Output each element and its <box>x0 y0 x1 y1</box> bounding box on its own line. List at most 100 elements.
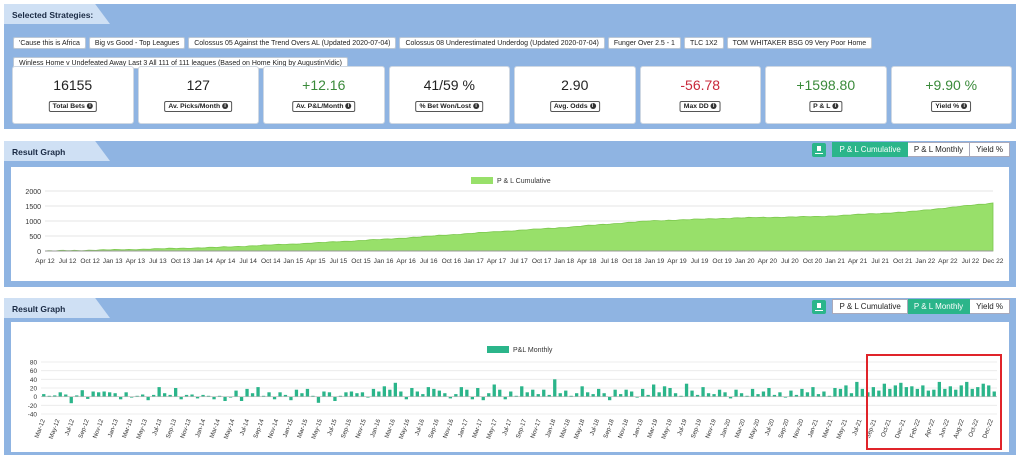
x-tick-label: Apr 14 <box>216 258 236 265</box>
monthly-bar <box>223 396 227 401</box>
tab-pl-cumulative[interactable]: P & L Cumulative <box>832 142 908 157</box>
strategy-chip[interactable]: Colossus 08 Underestimated Underdog (Upd… <box>399 37 605 49</box>
monthly-bar <box>108 392 112 397</box>
monthly-bar <box>750 388 755 397</box>
x-tick-label: Jul-20 <box>764 418 777 437</box>
x-tick-label: Jan-20 <box>719 418 732 439</box>
x-tick-label: Nov-18 <box>617 418 631 440</box>
info-icon[interactable]: i <box>589 103 596 110</box>
info-icon[interactable]: i <box>222 103 229 110</box>
monthly-bar <box>838 388 843 397</box>
monthly-bar <box>855 381 859 397</box>
tab-pl-cumulative[interactable]: P & L Cumulative <box>832 299 908 314</box>
strategy-chip[interactable]: TOM WHITAKER BSG 09 Very Poor Home <box>726 37 873 49</box>
x-tick-label: Jan 22 <box>915 258 935 265</box>
monthly-bar <box>833 388 837 397</box>
monthly-bar <box>822 391 826 397</box>
stat-label-text: Avg. Odds <box>553 103 588 110</box>
monthly-bar <box>305 388 310 397</box>
x-tick-label: Jul 20 <box>781 258 799 265</box>
tab-pl-monthly[interactable]: P & L Monthly <box>907 299 971 314</box>
strategy-chip[interactable]: Colossus 05 Against the Trend Overs AL (… <box>188 37 397 49</box>
stat-label[interactable]: Av. P&L/Month i <box>291 101 356 112</box>
monthly-bar <box>904 387 908 397</box>
x-tick-label: Sep-15 <box>340 418 354 440</box>
x-tick-label: May-17 <box>485 418 499 440</box>
monthly-bar <box>465 389 469 397</box>
strategy-chip[interactable]: Big vs Good - Top Leagues <box>88 37 186 49</box>
monthly-bar <box>206 395 211 397</box>
strategy-chip[interactable]: TLC 1X2 <box>683 37 724 49</box>
monthly-bar <box>778 392 782 397</box>
monthly-bar <box>476 388 480 397</box>
legend-label: P & L Cumulative <box>497 178 551 185</box>
tab-pl-monthly[interactable]: P & L Monthly <box>907 142 971 157</box>
stat-label[interactable]: Avg. Odds i <box>549 101 600 112</box>
monthly-bar <box>64 394 68 397</box>
x-tick-label: Apr 20 <box>758 258 778 265</box>
info-icon[interactable]: i <box>473 103 480 110</box>
monthly-bar <box>624 389 628 397</box>
info-icon[interactable]: i <box>86 103 93 110</box>
monthly-bar <box>564 390 568 397</box>
x-tick-label: Jan 13 <box>103 258 123 265</box>
x-tick-label: Apr 22 <box>938 258 958 265</box>
monthly-bar <box>976 387 980 397</box>
x-tick-label: Mar-20 <box>734 418 747 439</box>
x-tick-label: Jul 15 <box>330 258 348 265</box>
legend-swatch <box>487 346 509 353</box>
info-icon[interactable]: i <box>345 103 352 110</box>
stat-label[interactable]: % Bet Won/Lost i <box>415 101 484 112</box>
stat-label[interactable]: Yield % i <box>931 101 972 112</box>
stat-value: 127 <box>186 77 210 93</box>
monthly-bar <box>662 386 667 397</box>
x-tick-label: Mar-16 <box>384 418 397 439</box>
stat-label[interactable]: Max DD i <box>679 101 721 112</box>
x-tick-label: Apr 18 <box>577 258 597 265</box>
monthly-bar <box>377 391 381 397</box>
x-tick-label: Nov-12 <box>92 418 106 440</box>
info-icon[interactable]: i <box>832 103 839 110</box>
monthly-bar <box>69 396 73 404</box>
x-tick-label: Jul 12 <box>59 258 77 265</box>
monthly-bar <box>311 395 315 397</box>
monthly-bar <box>613 389 617 397</box>
info-icon[interactable]: i <box>710 103 717 110</box>
monthly-bar <box>514 395 518 397</box>
info-icon[interactable]: i <box>961 103 968 110</box>
x-tick-label: Mar-13 <box>121 418 134 439</box>
x-tick-label: Nov-19 <box>704 418 718 440</box>
monthly-bar <box>146 396 150 401</box>
stat-label[interactable]: Total Bets i <box>48 101 97 112</box>
monthly-bar <box>794 394 799 397</box>
monthly-bar <box>163 393 167 397</box>
x-tick-label: Jul 21 <box>871 258 889 265</box>
strategy-chip[interactable]: 'Cause this is Africa <box>13 37 86 49</box>
download-icon[interactable] <box>812 142 827 157</box>
x-tick-label: Jul-16 <box>414 418 427 437</box>
x-tick-label: May-18 <box>573 418 587 440</box>
legend-swatch <box>471 177 493 184</box>
tab-yield[interactable]: Yield % <box>970 299 1010 314</box>
x-tick-label: Jul 16 <box>420 258 438 265</box>
download-icon[interactable] <box>812 299 827 314</box>
x-tick-label: Jul-18 <box>589 418 602 437</box>
tab-yield[interactable]: Yield % <box>970 142 1010 157</box>
x-tick-label: May-12 <box>48 418 62 440</box>
x-tick-label: Jan 21 <box>825 258 845 265</box>
monthly-bar <box>432 388 436 397</box>
monthly-bar <box>657 392 661 397</box>
x-tick-label: Sep-14 <box>252 418 266 440</box>
x-tick-label: Oct 18 <box>622 258 642 265</box>
stat-label[interactable]: Av. Picks/Month i <box>164 101 233 112</box>
stat-label-text: Max DD <box>683 103 709 110</box>
monthly-bar <box>970 388 974 397</box>
monthly-bar <box>943 388 947 397</box>
strategy-chip[interactable]: Funger Over 2.5 - 1 <box>607 37 681 49</box>
x-tick-label: Oct 17 <box>532 258 552 265</box>
x-tick-label: Jan 19 <box>645 258 665 265</box>
x-tick-label: Jul 18 <box>600 258 618 265</box>
monthly-bar <box>723 392 727 397</box>
